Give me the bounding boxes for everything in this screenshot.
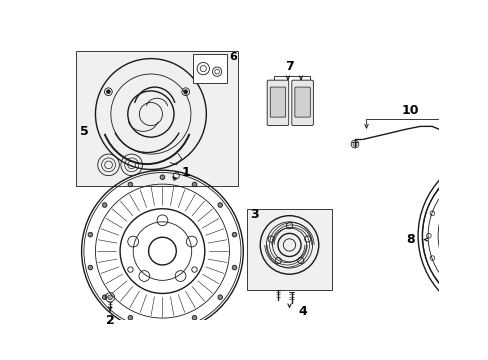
Circle shape	[218, 295, 222, 300]
Circle shape	[128, 315, 132, 320]
Circle shape	[232, 265, 236, 270]
Circle shape	[88, 232, 93, 237]
Text: 8: 8	[405, 233, 414, 246]
Circle shape	[88, 265, 93, 270]
Circle shape	[192, 315, 197, 320]
Circle shape	[107, 295, 112, 300]
Circle shape	[128, 182, 132, 187]
FancyBboxPatch shape	[270, 87, 285, 117]
Text: 6: 6	[229, 52, 237, 62]
Text: 1: 1	[181, 166, 189, 179]
Circle shape	[106, 90, 110, 94]
Circle shape	[160, 323, 164, 327]
Circle shape	[232, 232, 236, 237]
Bar	[246, 209, 331, 289]
FancyBboxPatch shape	[266, 80, 288, 126]
Bar	[193, 54, 226, 83]
Circle shape	[471, 240, 475, 244]
Text: 3: 3	[250, 208, 259, 221]
Circle shape	[102, 203, 107, 207]
Circle shape	[192, 182, 197, 187]
Circle shape	[102, 295, 107, 300]
Circle shape	[218, 203, 222, 207]
FancyBboxPatch shape	[294, 87, 310, 117]
Text: 7: 7	[285, 60, 293, 73]
FancyBboxPatch shape	[291, 80, 313, 126]
Text: 5: 5	[80, 125, 88, 138]
Circle shape	[183, 90, 187, 94]
Bar	[76, 51, 238, 186]
Circle shape	[160, 175, 164, 180]
Text: 4: 4	[298, 305, 306, 318]
Circle shape	[452, 238, 456, 242]
Text: 10: 10	[401, 104, 418, 117]
Text: 2: 2	[105, 314, 114, 327]
